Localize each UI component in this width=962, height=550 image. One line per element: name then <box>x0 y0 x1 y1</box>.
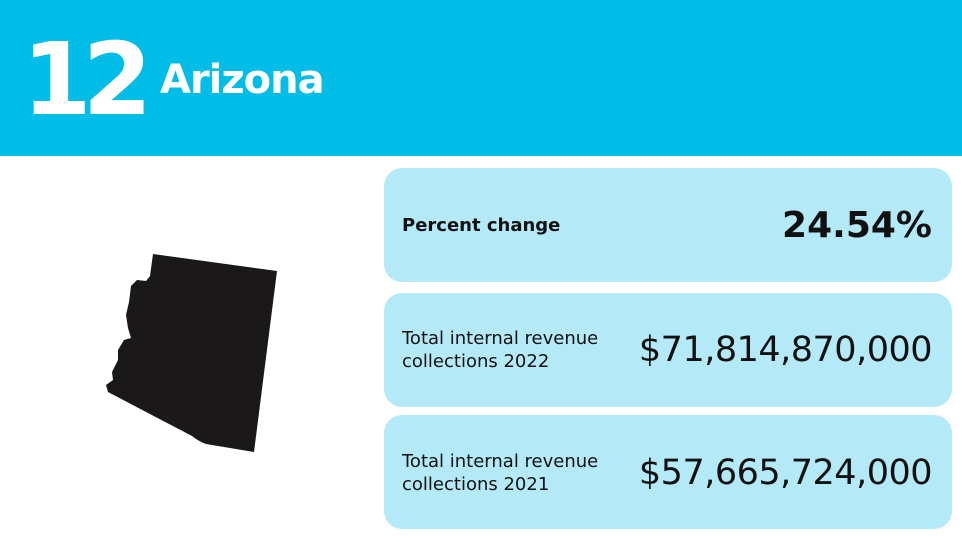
stat-label: Total internal revenue collections 2022 <box>402 328 599 372</box>
header-banner: 12 Arizona <box>0 0 962 156</box>
state-name: Arizona <box>160 57 325 103</box>
stat-label: Percent change <box>402 215 561 236</box>
arizona-silhouette <box>106 254 277 452</box>
rank-number: 12 <box>22 21 152 138</box>
stat-label: Total internal revenue collections 2021 <box>402 451 599 495</box>
stat-value: $57,665,724,000 <box>638 453 933 493</box>
arizona-map-icon <box>106 254 277 452</box>
stat-value: $71,814,870,000 <box>638 330 933 370</box>
stat-card-collections-2022: Total internal revenue collections 2022 … <box>384 293 952 407</box>
stat-card-percent-change: Percent change 24.54% <box>384 168 952 282</box>
stat-value: 24.54% <box>782 205 932 246</box>
stat-card-collections-2021: Total internal revenue collections 2021 … <box>384 415 952 529</box>
